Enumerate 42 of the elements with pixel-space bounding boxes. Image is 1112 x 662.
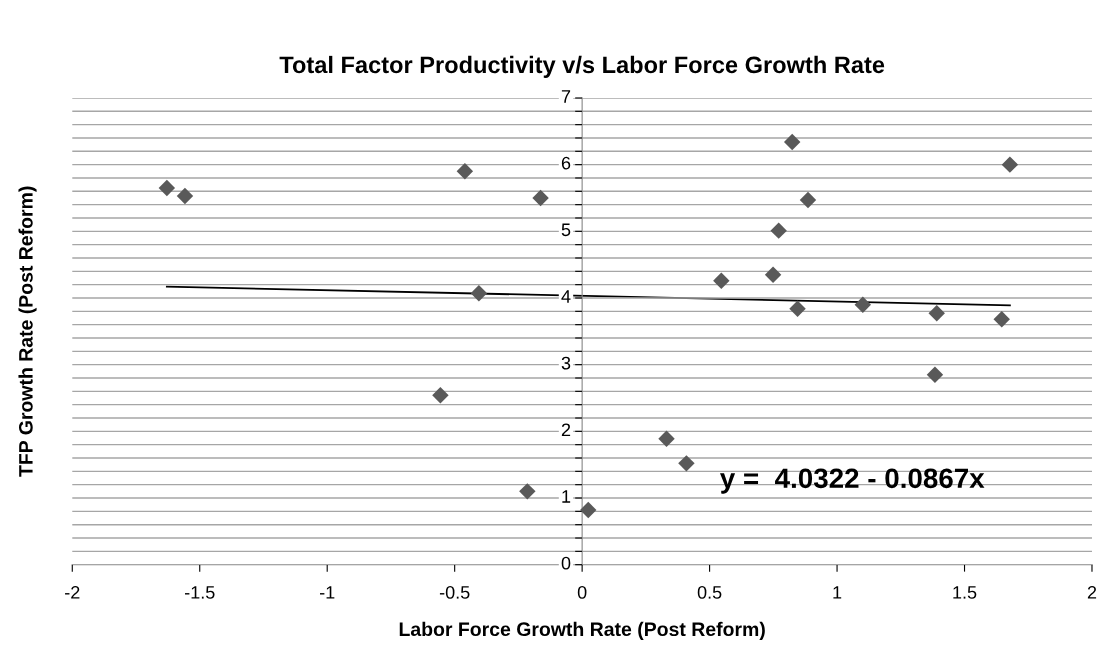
y-tick-label: 3 — [561, 356, 571, 370]
chart-title: Total Factor Productivity v/s Labor Force Growth Rate — [279, 55, 885, 78]
point — [456, 163, 474, 180]
y-tick-label: 2 — [561, 423, 571, 437]
annotation: y = 4.0322 - 0.0867x — [720, 468, 985, 494]
point — [519, 483, 536, 500]
point — [783, 133, 801, 151]
y-tick-label: 0 — [561, 556, 571, 570]
point — [764, 266, 782, 283]
point — [658, 430, 675, 447]
y-tick-label: 6 — [561, 156, 571, 170]
point — [854, 296, 872, 313]
y-tick-label: 5 — [561, 223, 571, 237]
x-tick-label: -1 — [319, 586, 335, 599]
x-tick-label: 2 — [1087, 586, 1097, 599]
point — [432, 387, 449, 404]
point — [799, 191, 817, 209]
x-tick-label: -1.5 — [184, 586, 215, 599]
point — [993, 311, 1010, 328]
point — [789, 300, 806, 317]
point — [678, 455, 695, 472]
point — [1001, 156, 1019, 173]
point — [158, 179, 176, 197]
point — [580, 501, 597, 519]
point — [713, 272, 730, 289]
point — [770, 222, 787, 239]
point — [928, 305, 945, 322]
x-tick-label: 1 — [833, 586, 842, 599]
x-tick-label: 0.5 — [697, 586, 722, 599]
x-tick-label: 1.5 — [953, 586, 977, 599]
point — [176, 187, 194, 205]
y-tick-label: 1 — [562, 490, 571, 503]
x-axis-title: Labor Force Growth Rate (Post Reform) — [399, 621, 765, 640]
point — [532, 189, 549, 207]
point — [926, 366, 944, 383]
x-tick-label: -2 — [65, 586, 80, 599]
y-tick-label: 7 — [561, 90, 571, 103]
point — [470, 285, 488, 302]
y-tick-label: 4 — [561, 290, 571, 303]
x-tick-label: 0 — [577, 586, 587, 599]
x-tick-label: -0.5 — [439, 586, 470, 599]
y-axis-title: TFP Growth Rate (Post Reform) — [18, 186, 37, 477]
